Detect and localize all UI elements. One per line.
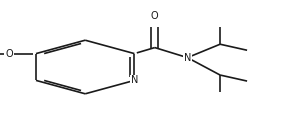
Text: O: O <box>5 49 13 59</box>
Text: N: N <box>131 75 138 85</box>
Text: O: O <box>151 11 158 21</box>
Text: N: N <box>184 53 191 63</box>
